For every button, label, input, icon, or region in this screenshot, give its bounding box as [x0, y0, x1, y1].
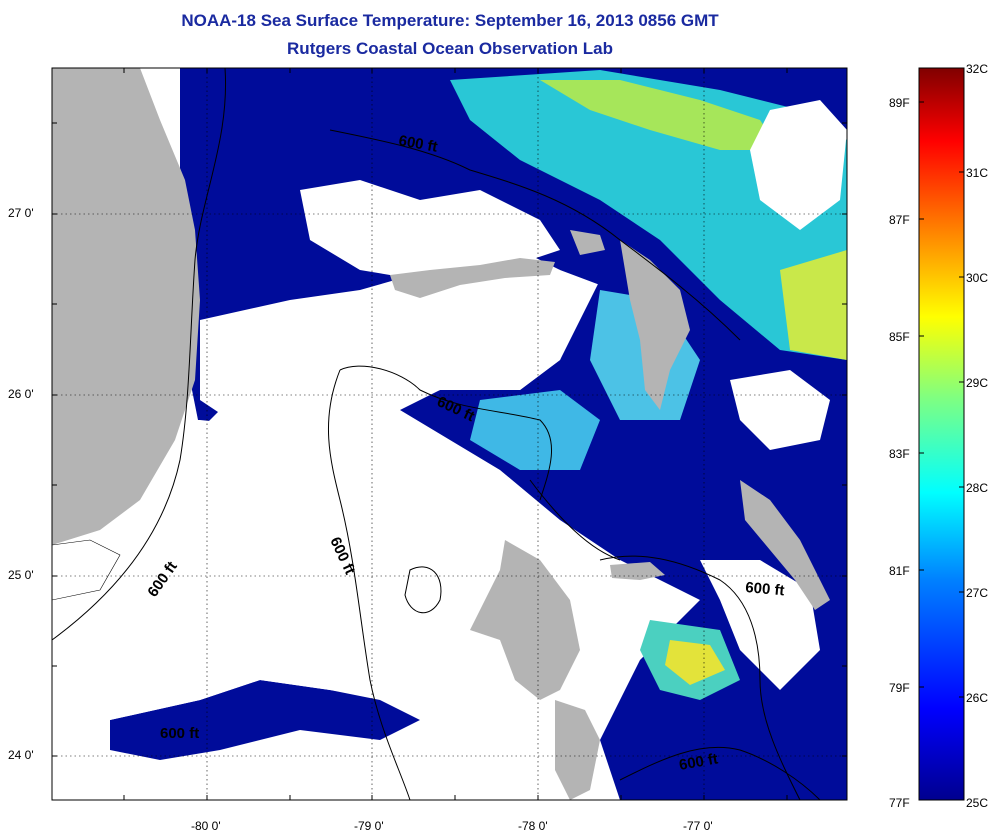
colorbar-celsius-label: 28C [966, 481, 989, 495]
colorbar-fahrenheit-label: 87F [889, 213, 910, 227]
warm-east-yellow [780, 250, 847, 360]
colorbar-celsius-label: 30C [966, 271, 989, 285]
colorbar [918, 67, 965, 801]
colorbar-fahrenheit-label: 77F [889, 796, 910, 810]
water-south-band [110, 680, 420, 760]
colorbar-celsius-label: 25C [966, 796, 989, 810]
land-florida [52, 68, 200, 545]
colorbar-celsius-label: 27C [966, 586, 989, 600]
cloud-top-east [750, 100, 847, 230]
y-tick-label: 24 0' [8, 748, 34, 762]
colorbar-ticks [919, 101, 964, 698]
warm-north-yellow [540, 80, 780, 150]
land-grand-bahama [390, 258, 555, 298]
water-east [400, 230, 847, 800]
colorbar-fahrenheit-label: 79F [889, 681, 910, 695]
tick-marks [52, 68, 847, 800]
contour-label-7: 600 ft [160, 725, 199, 742]
land-abaco [620, 240, 690, 410]
land-andros [470, 540, 580, 700]
colorbar-fahrenheit-label: 89F [889, 96, 910, 110]
y-tick-label: 27 0' [8, 206, 34, 220]
map-subtitle: Rutgers Coastal Ocean Observation Lab [287, 39, 613, 58]
cloud-central [200, 250, 580, 420]
cloud-southeast [700, 560, 820, 690]
map-frame [51, 67, 848, 801]
x-tick-label: -78 0' [518, 819, 548, 833]
y-tick-label: 25 0' [8, 568, 34, 582]
y-tick-label: 26 0' [8, 387, 34, 401]
colorbar-celsius-label: 32C [966, 62, 989, 76]
contour-label-6: 600 ft [678, 750, 720, 774]
x-tick-label: -79 0' [354, 819, 384, 833]
colorbar-fahrenheit-label: 83F [889, 447, 910, 461]
cloud-bank-north [300, 180, 560, 280]
land-bimini [570, 230, 605, 255]
colorbar-celsius-label: 29C [966, 376, 989, 390]
map-title: NOAA-18 Sea Surface Temperature: Septemb… [181, 11, 719, 30]
contour-label-5: 600 ft [745, 579, 786, 599]
colorbar-fahrenheit-label: 85F [889, 330, 910, 344]
x-tick-label: -80 0' [191, 819, 221, 833]
colorbar-celsius-label: 31C [966, 166, 989, 180]
land-keys [52, 539, 121, 601]
cloud-east-blobs [730, 370, 830, 450]
land-eleuthera [740, 480, 830, 610]
contours-600ft [52, 68, 821, 800]
cloud-bottom [52, 740, 520, 800]
land-nassau [610, 562, 665, 580]
colorbar-fahrenheit-label: 81F [889, 564, 910, 578]
warm-southeast-yellow [665, 640, 725, 685]
colorbar-celsius-label: 26C [966, 691, 989, 705]
graticule [52, 68, 847, 800]
warm-mid [470, 390, 600, 470]
x-tick-label: -77 0' [683, 819, 713, 833]
land-andros-south [555, 700, 600, 800]
contour-label-1: 600 ft [397, 132, 439, 156]
